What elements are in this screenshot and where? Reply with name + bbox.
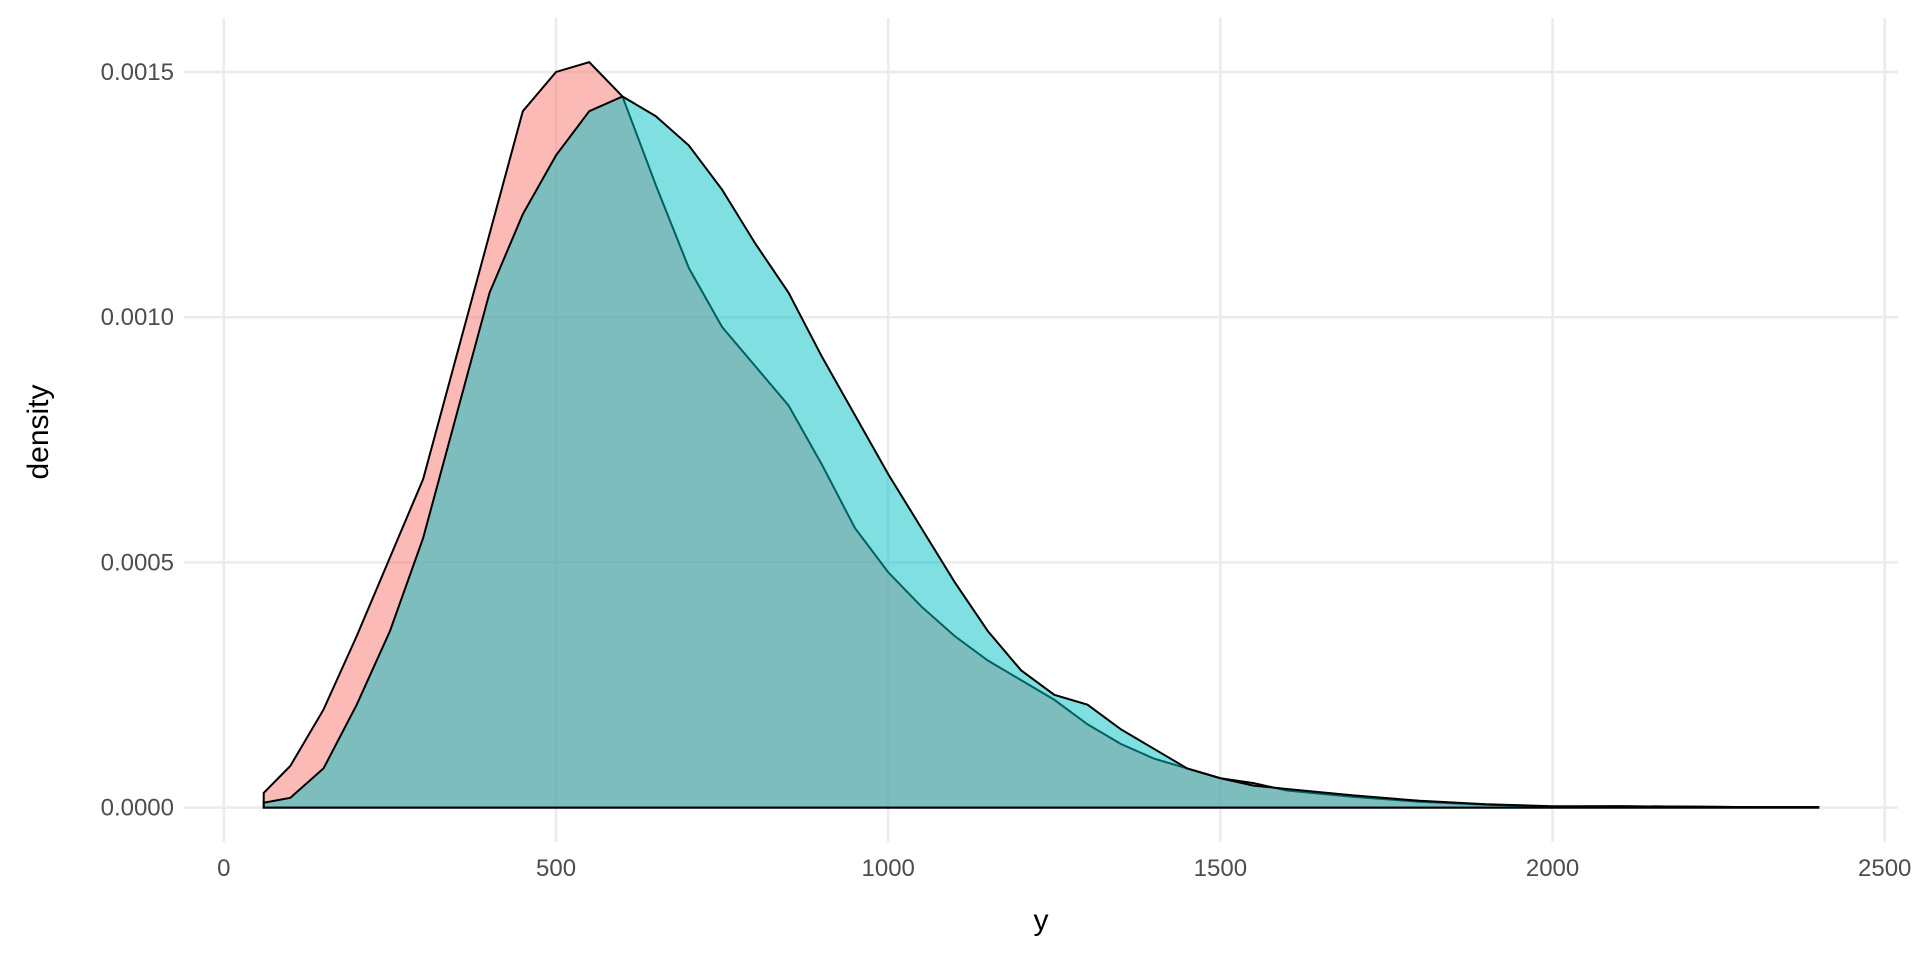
y-axis-title: density [22, 384, 55, 479]
x-tick-label: 0 [217, 855, 230, 882]
x-tick-label: 2500 [1858, 855, 1911, 882]
x-tick-label: 1000 [862, 855, 915, 882]
x-axis-title: y [1034, 904, 1049, 937]
y-tick-label: 0.0005 [101, 549, 174, 576]
y-tick-label: 0.0015 [101, 59, 174, 86]
density-area [262, 95, 1820, 809]
x-tick-label: 2000 [1526, 855, 1579, 882]
x-tick-label: 500 [536, 855, 576, 882]
x-tick-label: 1500 [1194, 855, 1247, 882]
y-tick-label: 0.0000 [101, 795, 174, 822]
y-tick-label: 0.0010 [101, 304, 174, 331]
